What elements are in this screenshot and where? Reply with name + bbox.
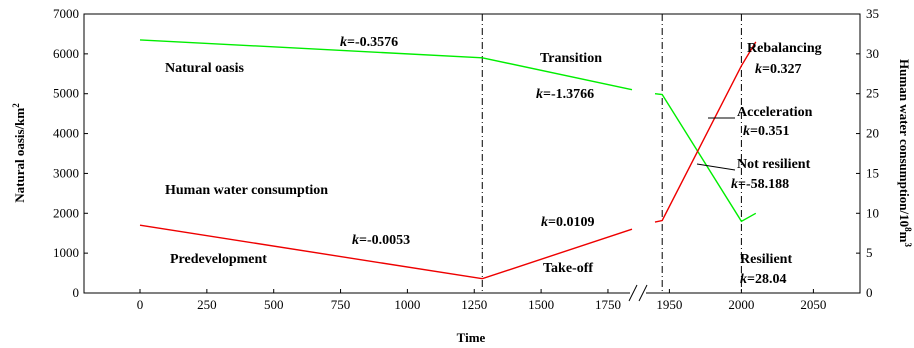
k-value-red-1: =-0.0053 <box>359 233 410 248</box>
k-label-acceleration: k=0.351 <box>743 124 789 139</box>
k-value-not-resilient: =-58.188 <box>738 177 789 192</box>
axis-break-slash-1 <box>628 284 638 302</box>
y-right-tick-label: 15 <box>866 165 879 180</box>
y-right-title-main: Human water consumption/10 <box>897 59 912 227</box>
y-right-tick-label: 10 <box>866 205 879 220</box>
x-tick-label: 1500 <box>528 297 554 312</box>
axis-break <box>628 284 648 302</box>
k-symbol: k <box>743 124 750 139</box>
water-consumption-line <box>654 41 757 223</box>
k-symbol: k <box>536 87 543 102</box>
label-not-resilient: Not resilient <box>737 157 811 172</box>
k-value-acceleration: =0.351 <box>750 124 789 139</box>
k-value-green-1: =-0.3576 <box>347 35 398 50</box>
x-tick-label: 1750 <box>595 297 621 312</box>
y-left-tick-label: 2000 <box>53 205 79 220</box>
y-right-tick-label: 30 <box>866 46 879 61</box>
y-right-title-sup2: 3 <box>903 242 913 247</box>
leader-line-not-resilient <box>696 163 736 171</box>
x-tick-label: 2000 <box>728 297 754 312</box>
label-take-off: Take-off <box>543 261 593 276</box>
x-tick-label: 750 <box>331 297 351 312</box>
y-left-tick-label: 6000 <box>53 46 79 61</box>
k-value-red-2: =0.0109 <box>548 215 594 230</box>
series-group <box>139 39 757 280</box>
y-right-tick-label: 0 <box>866 285 873 300</box>
k-label-resilient: k=28.04 <box>740 272 786 287</box>
axes <box>83 13 861 294</box>
k-label-green-1: k=-0.3576 <box>340 35 398 50</box>
label-resilient: Resilient <box>740 252 792 267</box>
x-tick-label: 500 <box>264 297 284 312</box>
k-value-green-2: =-1.3766 <box>543 87 594 102</box>
k-label-red-2: k=0.0109 <box>541 215 594 230</box>
natural-oasis-line <box>139 39 633 91</box>
y-left-tick-label: 7000 <box>53 6 79 21</box>
x-tick-label: 250 <box>197 297 217 312</box>
ticks: 0 250 500 750 1000 1250 1500 1750 1950 2000 205001… <box>53 6 879 312</box>
y-left-tick-label: 5000 <box>53 86 79 101</box>
k-symbol: k <box>352 233 359 248</box>
y-axis-right-title: Human water consumption/108m3 <box>897 59 913 247</box>
k-symbol: k <box>755 62 762 77</box>
natural-oasis-line <box>654 93 757 223</box>
y-left-tick-label: 1000 <box>53 245 79 260</box>
label-human-water-consumption: Human water consumption <box>165 183 328 198</box>
k-label-green-2: k=-1.3766 <box>536 87 594 102</box>
k-label-rebalancing: k=0.327 <box>755 62 801 77</box>
water-consumption-line <box>139 224 633 280</box>
y-right-title-unit: m <box>897 232 912 243</box>
k-symbol: k <box>340 35 347 50</box>
y-right-tick-label: 25 <box>866 86 879 101</box>
plot-frame <box>83 13 861 294</box>
x-axis-title: Time <box>457 330 486 345</box>
k-symbol: k <box>541 215 548 230</box>
y-right-tick-label: 5 <box>866 245 873 260</box>
axis-break-gap <box>630 285 646 301</box>
x-tick-label: 1950 <box>656 297 682 312</box>
k-value-rebalancing: =0.327 <box>762 62 801 77</box>
y-left-title-main: Natural oasis/km <box>12 108 27 203</box>
k-label-red-1: k=-0.0053 <box>352 233 410 248</box>
label-transition: Transition <box>540 51 602 66</box>
y-right-tick-label: 20 <box>866 126 879 141</box>
x-tick-label: 2050 <box>800 297 826 312</box>
y-right-tick-label: 35 <box>866 6 879 21</box>
k-symbol: k <box>740 272 747 287</box>
k-label-not-resilient: k=-58.188 <box>731 177 789 192</box>
label-predevelopment: Predevelopment <box>170 252 267 267</box>
x-tick-label: 1250 <box>461 297 487 312</box>
y-left-tick-label: 4000 <box>53 126 79 141</box>
y-right-title-sup1: 8 <box>903 227 913 232</box>
k-symbol: k <box>731 177 738 192</box>
k-value-resilient: =28.04 <box>747 272 786 287</box>
label-rebalancing: Rebalancing <box>747 41 822 56</box>
x-tick-label: 1000 <box>394 297 420 312</box>
axis-break-slash-2 <box>638 284 648 302</box>
x-tick-label: 0 <box>137 297 144 312</box>
y-left-tick-label: 3000 <box>53 165 79 180</box>
y-axis-left-title: Natural oasis/km2 <box>11 103 27 203</box>
y-left-tick-label: 0 <box>73 285 80 300</box>
label-natural-oasis: Natural oasis <box>165 61 245 76</box>
label-acceleration: Acceleration <box>737 105 813 120</box>
vertical-lines <box>481 14 742 293</box>
y-left-title-sup: 2 <box>11 103 21 108</box>
